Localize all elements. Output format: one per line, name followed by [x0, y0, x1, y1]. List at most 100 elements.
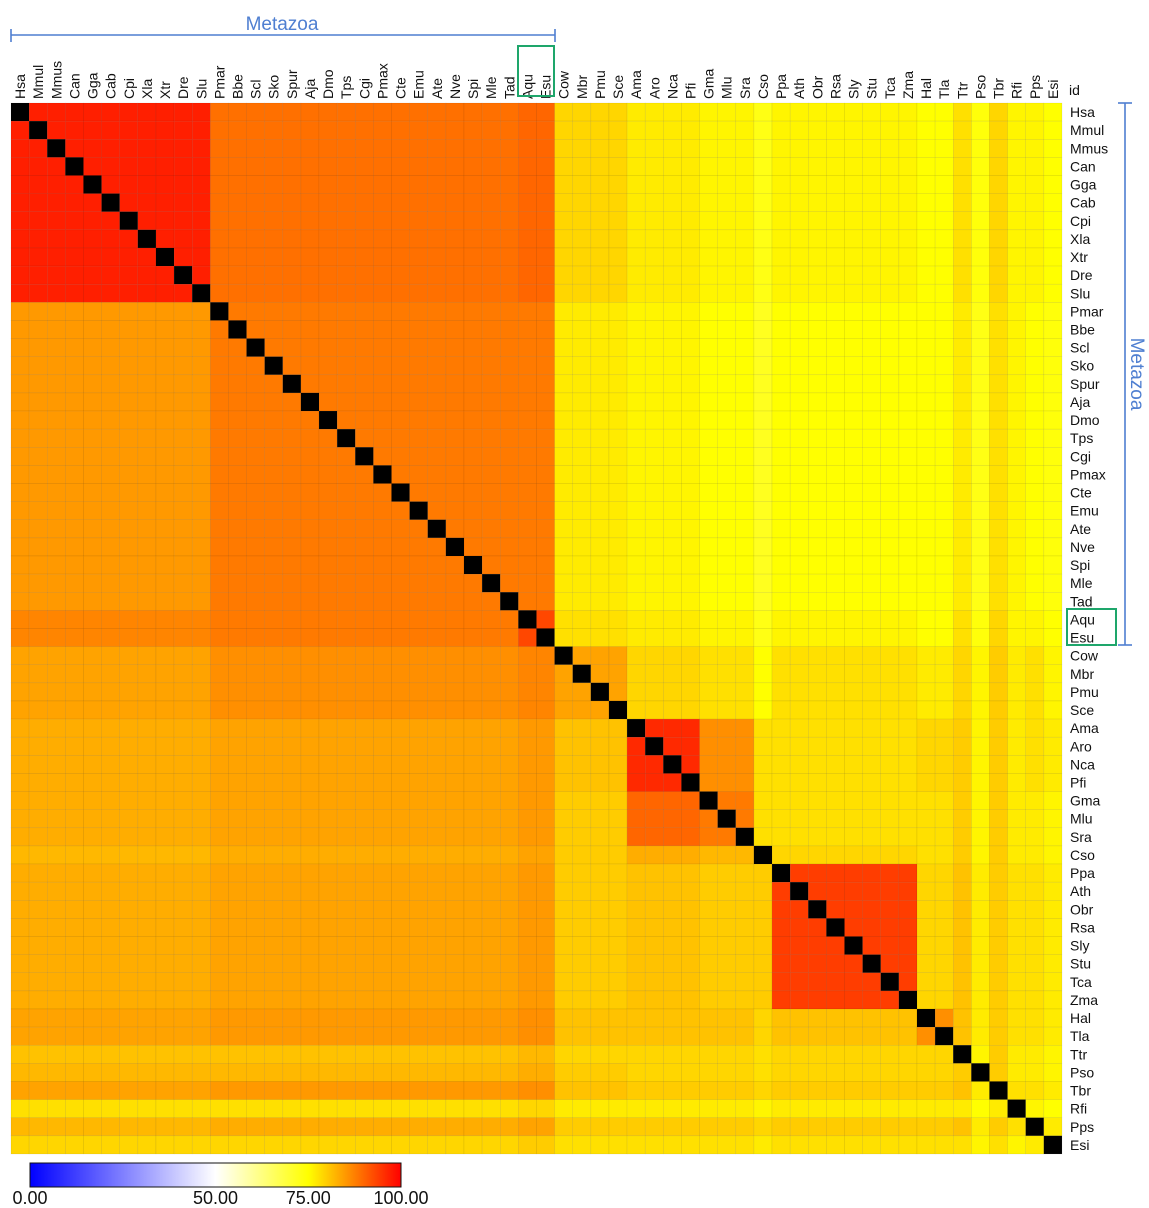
heatmap-cell — [644, 120, 664, 140]
heatmap-cell — [572, 1099, 592, 1118]
heatmap-cell — [735, 1008, 755, 1028]
heatmap-cell — [300, 1008, 320, 1028]
heatmap-cell — [844, 1063, 863, 1082]
heatmap-cell — [228, 646, 247, 665]
heatmap-cell — [1043, 664, 1063, 684]
heatmap-cell — [65, 320, 84, 339]
heatmap-cell — [336, 827, 356, 847]
heatmap-cell — [717, 863, 737, 883]
heatmap-cell — [264, 573, 284, 593]
heatmap-cell — [191, 700, 211, 720]
heatmap-cell — [989, 736, 1008, 756]
heatmap-cell — [28, 229, 48, 249]
heatmap-cell — [916, 700, 936, 720]
heatmap-cell — [445, 265, 465, 285]
heatmap-cell — [463, 175, 483, 194]
row-label: Pso — [1070, 1064, 1094, 1080]
heatmap-cell — [608, 900, 628, 919]
heatmap-cell — [65, 954, 84, 974]
heatmap-cell — [989, 954, 1008, 974]
heatmap-cell — [373, 483, 392, 502]
heatmap-cell — [373, 356, 392, 376]
heatmap-cell — [808, 374, 827, 394]
heatmap-cell — [826, 356, 845, 376]
heatmap-cell — [1007, 863, 1026, 883]
heatmap-cell — [898, 845, 918, 865]
heatmap-cell — [789, 211, 809, 231]
heatmap-cell — [463, 410, 483, 430]
heatmap-cell — [119, 1008, 139, 1028]
row-label: Xla — [1070, 231, 1090, 247]
heatmap-cell — [137, 1099, 157, 1118]
heatmap-cell — [427, 918, 447, 937]
heatmap-cell — [336, 954, 356, 974]
heatmap-cell — [83, 537, 102, 557]
row-label: Nca — [1070, 756, 1095, 772]
heatmap-cell — [989, 646, 1008, 665]
heatmap-cell — [518, 374, 537, 394]
heatmap-cell — [300, 175, 320, 194]
heatmap-cell — [10, 881, 30, 901]
heatmap-cell — [173, 1117, 193, 1137]
heatmap-cell — [336, 936, 356, 955]
heatmap-cell — [789, 1026, 809, 1046]
heatmap-cell — [626, 718, 646, 738]
colorbar-tick-label: 0.00 — [12, 1188, 47, 1208]
heatmap-cell — [789, 845, 809, 865]
heatmap-cell — [300, 1026, 320, 1046]
heatmap-cell — [463, 283, 483, 303]
heatmap-cell — [663, 936, 682, 955]
heatmap-cell — [771, 1117, 791, 1137]
heatmap-cell — [753, 1135, 773, 1155]
heatmap-cell — [862, 646, 882, 665]
heatmap-cell — [971, 682, 990, 702]
heatmap-cell — [173, 990, 193, 1010]
heatmap-cell — [880, 863, 900, 883]
heatmap-cell — [826, 827, 845, 847]
heatmap-cell — [554, 1081, 573, 1100]
heatmap-cell — [391, 1008, 410, 1028]
heatmap-cell — [952, 1063, 972, 1082]
heatmap-cell — [844, 736, 863, 756]
heatmap-cell — [300, 591, 320, 611]
heatmap-cell — [608, 1081, 628, 1100]
heatmap-cell — [699, 610, 718, 629]
heatmap-cell — [191, 791, 211, 810]
heatmap-cell — [10, 175, 30, 194]
heatmap-cell — [862, 374, 882, 394]
heatmap-cell — [789, 501, 809, 521]
heatmap-cell — [934, 537, 954, 557]
heatmap-cell — [880, 682, 900, 702]
heatmap-cell — [699, 338, 718, 357]
heatmap-cell — [717, 374, 737, 394]
heatmap-cell — [789, 1099, 809, 1118]
heatmap-cell — [355, 157, 374, 176]
heatmap-cell — [590, 465, 610, 484]
heatmap-cell — [463, 320, 483, 339]
heatmap-cell — [916, 519, 936, 539]
heatmap-cell — [554, 374, 573, 394]
heatmap-cell — [300, 954, 320, 974]
heatmap-cell — [119, 428, 139, 448]
heatmap-cell — [445, 501, 465, 521]
heatmap-cell — [590, 700, 610, 720]
heatmap-cell — [28, 791, 48, 810]
heatmap-cell — [373, 646, 392, 665]
heatmap-cell — [518, 102, 537, 122]
heatmap-cell — [228, 120, 247, 140]
heatmap-cell — [518, 936, 537, 955]
heatmap-cell — [210, 1008, 229, 1028]
heatmap-cell — [28, 138, 48, 158]
heatmap-cell — [644, 410, 664, 430]
heatmap-cell — [137, 736, 157, 756]
heatmap-cell — [246, 265, 265, 285]
heatmap-cell — [46, 1081, 66, 1100]
heatmap-cell — [789, 302, 809, 321]
heatmap-cell — [771, 827, 791, 847]
heatmap-cell — [336, 718, 356, 738]
heatmap-cell — [155, 102, 175, 122]
heatmap-cell — [282, 410, 302, 430]
heatmap-cell — [155, 555, 175, 575]
heatmap-cell — [355, 845, 374, 865]
heatmap-cell — [789, 338, 809, 357]
